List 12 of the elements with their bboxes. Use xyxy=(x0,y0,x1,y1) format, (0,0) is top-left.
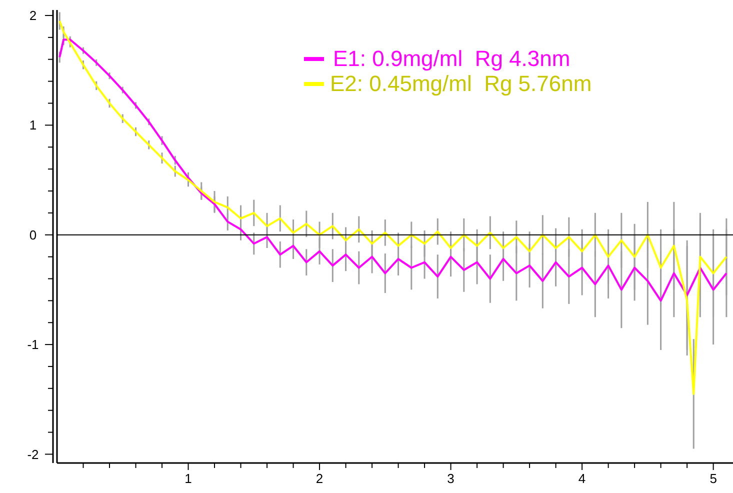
x-tick-label: 1 xyxy=(184,471,192,486)
x-tick-label: 5 xyxy=(710,471,717,486)
y-tick-label: -2 xyxy=(27,446,39,462)
legend-label: E2: 0.45mg/ml Rg 5.76nm xyxy=(330,71,592,96)
x-tick-label: 3 xyxy=(447,471,454,486)
y-tick-label: 1 xyxy=(29,118,37,133)
y-tick-label: 2 xyxy=(29,8,37,24)
x-tick-label: 4 xyxy=(578,471,586,486)
y-tick-label: -1 xyxy=(27,337,39,352)
y-tick-label: 0 xyxy=(29,227,37,242)
legend-label: E1: 0.9mg/ml Rg 4.3nm xyxy=(333,46,570,71)
x-tick-label: 2 xyxy=(316,471,324,486)
